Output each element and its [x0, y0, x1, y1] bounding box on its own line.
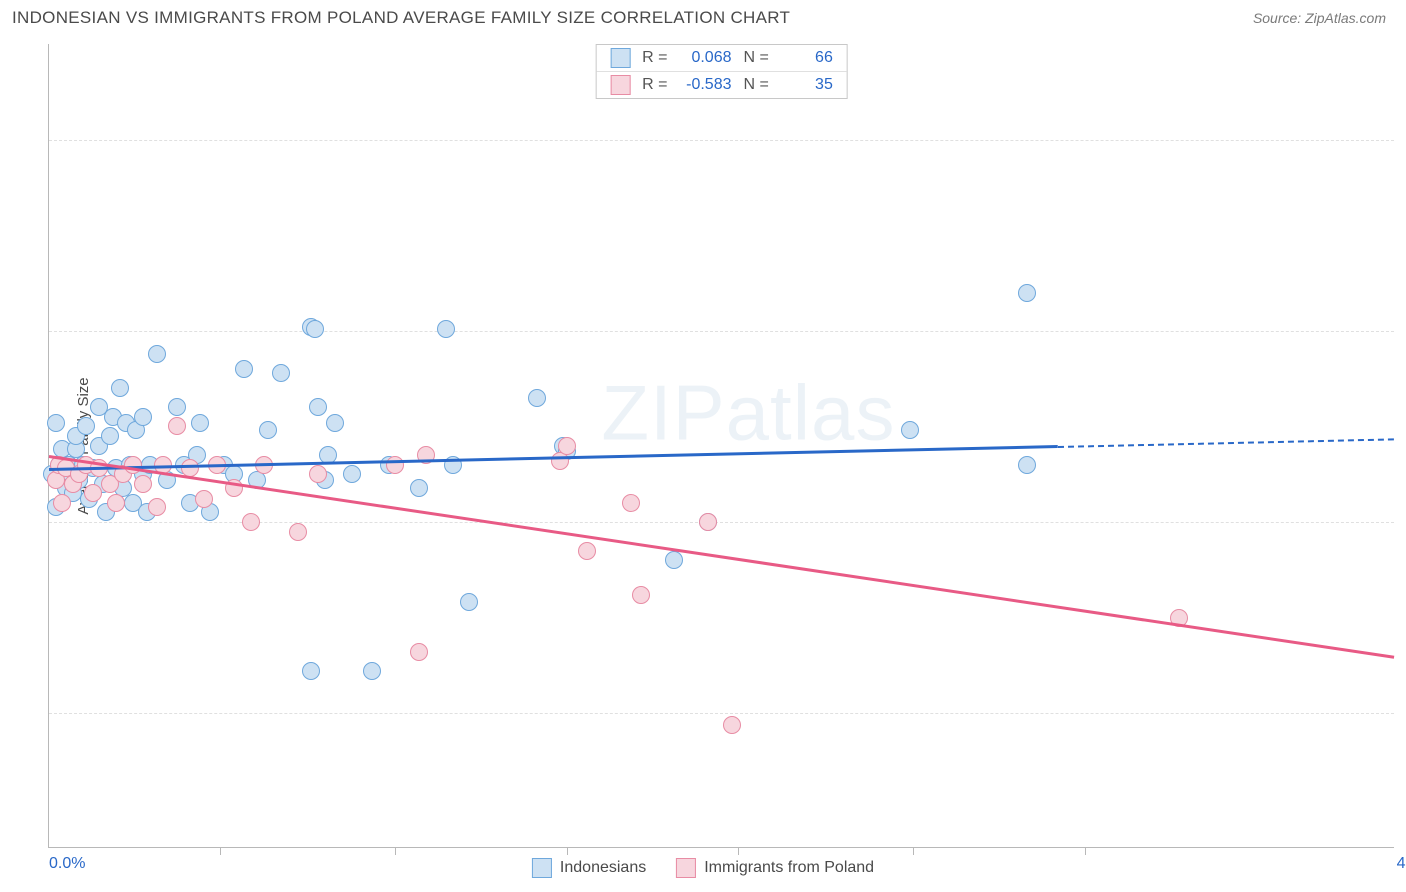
data-point: [302, 662, 320, 680]
data-point: [723, 716, 741, 734]
data-point: [901, 421, 919, 439]
data-point: [134, 475, 152, 493]
data-point: [148, 345, 166, 363]
data-point: [101, 427, 119, 445]
watermark: ZIPatlas: [601, 368, 895, 459]
stat-r-label: R =: [642, 49, 667, 67]
x-tick: [567, 847, 568, 855]
y-tick-label: 5.00: [1400, 131, 1406, 149]
data-point: [343, 465, 361, 483]
x-tick: [395, 847, 396, 855]
x-axis-max-label: 40.0%: [1397, 855, 1406, 873]
stats-row: R = 0.068 N = 66: [596, 45, 847, 71]
data-point: [306, 320, 324, 338]
data-point: [1018, 284, 1036, 302]
x-tick: [1085, 847, 1086, 855]
stat-n-label: N =: [744, 76, 769, 94]
data-point: [53, 494, 71, 512]
data-point: [272, 364, 290, 382]
legend-item: Indonesians: [532, 858, 646, 878]
x-axis-min-label: 0.0%: [49, 855, 85, 873]
data-point: [410, 643, 428, 661]
stat-r-label: R =: [642, 76, 667, 94]
gridline: [49, 331, 1394, 332]
x-tick: [913, 847, 914, 855]
data-point: [148, 498, 166, 516]
stat-r-value: -0.583: [676, 76, 732, 94]
y-tick-label: 4.00: [1400, 322, 1406, 340]
trend-line-dashed: [1058, 438, 1394, 448]
x-tick: [220, 847, 221, 855]
data-point: [195, 490, 213, 508]
data-point: [111, 379, 129, 397]
data-point: [665, 551, 683, 569]
legend-swatch-icon: [610, 75, 630, 95]
data-point: [168, 398, 186, 416]
legend-swatch-icon: [532, 858, 552, 878]
data-point: [77, 417, 95, 435]
chart-source: Source: ZipAtlas.com: [1253, 10, 1386, 26]
scatter-chart: ZIPatlas Average Family Size 0.0% 40.0% …: [48, 44, 1394, 848]
legend-swatch-icon: [610, 48, 630, 68]
gridline: [49, 140, 1394, 141]
data-point: [259, 421, 277, 439]
stat-n-value: 66: [777, 49, 833, 67]
data-point: [84, 484, 102, 502]
data-point: [622, 494, 640, 512]
data-point: [460, 593, 478, 611]
legend-label: Immigrants from Poland: [704, 859, 874, 877]
data-point: [528, 389, 546, 407]
data-point: [107, 494, 125, 512]
data-point: [363, 662, 381, 680]
chart-title: INDONESIAN VS IMMIGRANTS FROM POLAND AVE…: [12, 8, 790, 28]
stat-n-value: 35: [777, 76, 833, 94]
gridline: [49, 713, 1394, 714]
data-point: [578, 542, 596, 560]
data-point: [326, 414, 344, 432]
chart-header: INDONESIAN VS IMMIGRANTS FROM POLAND AVE…: [0, 0, 1406, 32]
series-legend: Indonesians Immigrants from Poland: [532, 858, 874, 878]
stat-n-label: N =: [744, 49, 769, 67]
data-point: [386, 456, 404, 474]
data-point: [309, 398, 327, 416]
data-point: [558, 437, 576, 455]
data-point: [134, 408, 152, 426]
data-point: [168, 417, 186, 435]
legend-swatch-icon: [676, 858, 696, 878]
data-point: [47, 414, 65, 432]
data-point: [410, 479, 428, 497]
stats-row: R = -0.583 N = 35: [596, 71, 847, 98]
legend-item: Immigrants from Poland: [676, 858, 874, 878]
data-point: [309, 465, 327, 483]
data-point: [1018, 456, 1036, 474]
data-point: [699, 513, 717, 531]
data-point: [437, 320, 455, 338]
data-point: [235, 360, 253, 378]
stats-legend: R = 0.068 N = 66 R = -0.583 N = 35: [595, 44, 848, 99]
y-tick-label: 2.00: [1400, 704, 1406, 722]
x-tick: [738, 847, 739, 855]
data-point: [289, 523, 307, 541]
y-tick-label: 3.00: [1400, 513, 1406, 531]
data-point: [191, 414, 209, 432]
stat-r-value: 0.068: [676, 49, 732, 67]
data-point: [242, 513, 260, 531]
trend-line: [49, 455, 1394, 658]
legend-label: Indonesians: [560, 859, 646, 877]
data-point: [632, 586, 650, 604]
